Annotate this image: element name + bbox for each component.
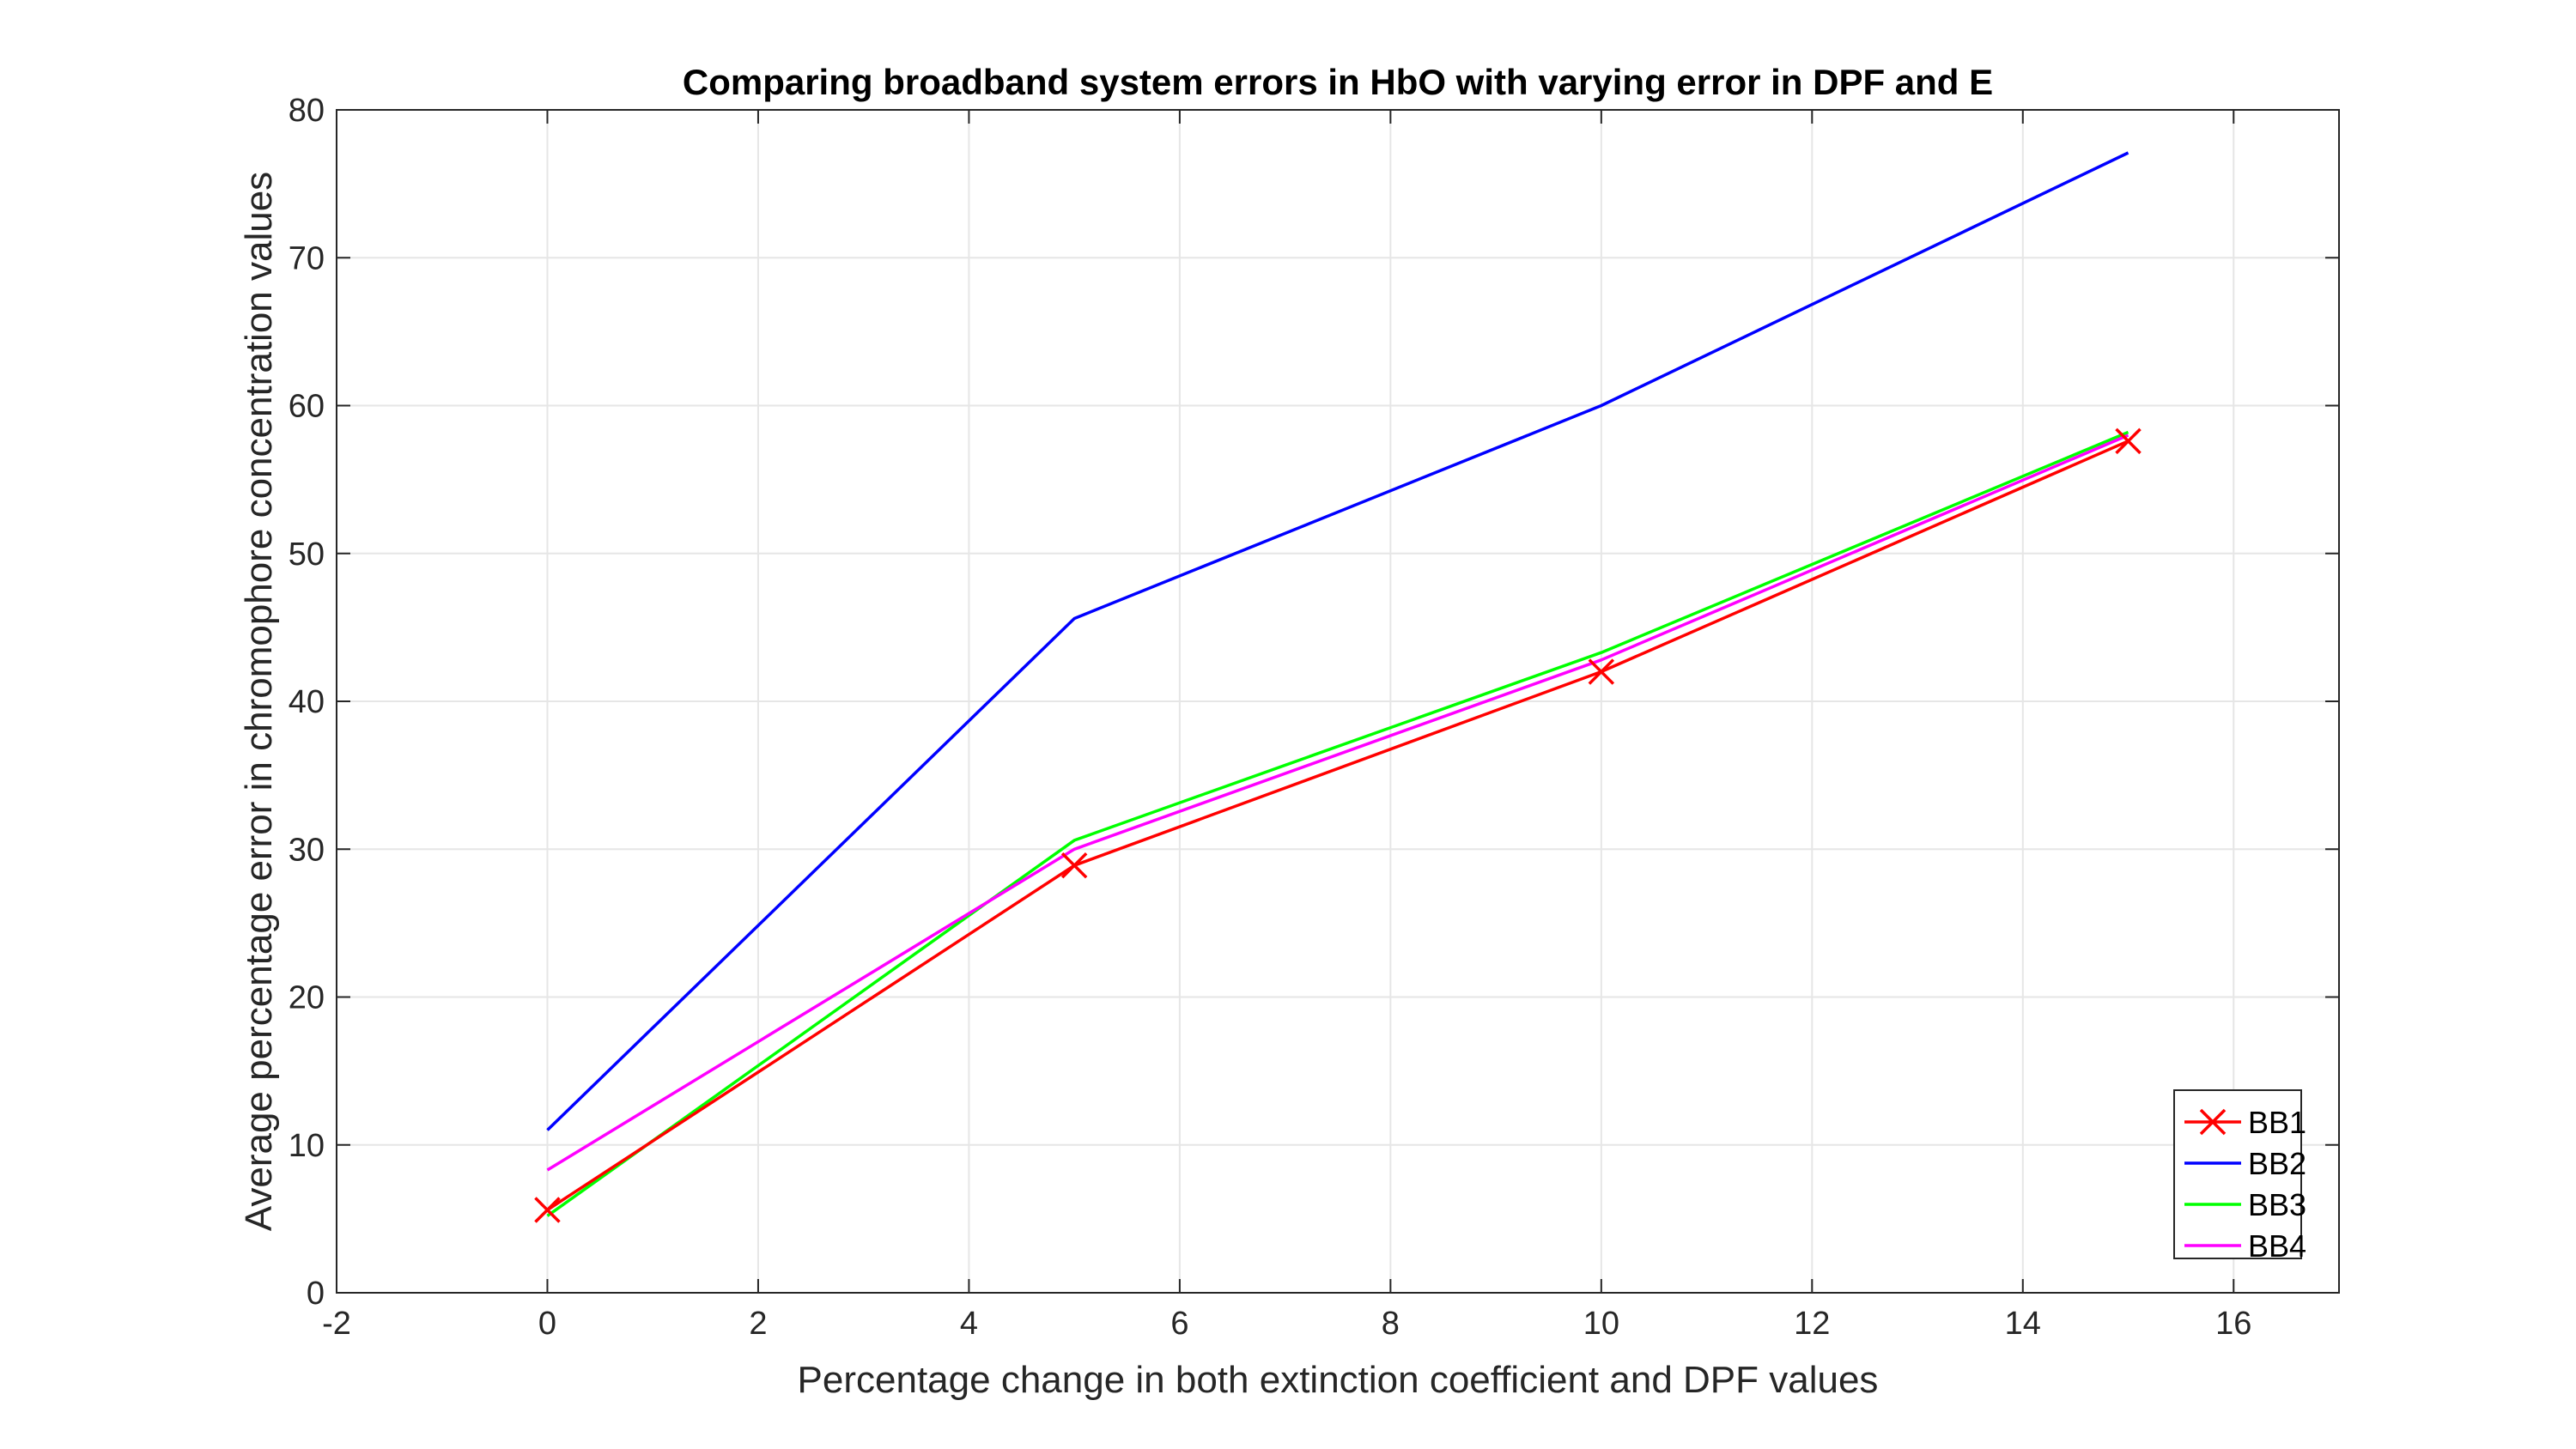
x-tick-label: 6 [1170, 1306, 1188, 1342]
y-tick-label: 20 [289, 980, 325, 1016]
data-point-bb1 [1588, 658, 1615, 685]
legend-label-bb1: BB1 [2248, 1105, 2306, 1140]
legend-label-bb4: BB4 [2248, 1228, 2306, 1264]
chart-title: Comparing broadband system errors in HbO… [683, 62, 1993, 102]
x-tick-label: 14 [2005, 1306, 2041, 1342]
y-tick-label: 40 [289, 684, 325, 720]
y-tick-label: 50 [289, 537, 325, 573]
legend-label-bb3: BB3 [2248, 1187, 2306, 1222]
y-tick-label: 80 [289, 93, 325, 129]
data-point-bb1 [1060, 852, 1088, 879]
legend: BB1 BB2 BB3 BB4 [2173, 1089, 2306, 1264]
x-tick-label: 2 [749, 1306, 767, 1342]
y-tick-label: 0 [307, 1276, 325, 1312]
x-tick-label: 4 [960, 1306, 978, 1342]
series-line-bb3 [546, 430, 2129, 1217]
data-point-bb1 [534, 1197, 561, 1223]
series-line-bb2 [546, 151, 2129, 1131]
x-axis-label: Percentage change in both extinction coe… [798, 1359, 1879, 1401]
x-tick-label: 12 [1794, 1306, 1830, 1342]
x-tick-label: -2 [322, 1306, 351, 1342]
series-line-bb1 [546, 440, 2129, 1211]
x-tick-label: 0 [538, 1306, 556, 1342]
y-tick-label: 70 [289, 240, 325, 276]
y-tick-label: 30 [289, 832, 325, 868]
series-line-bb4 [546, 433, 2129, 1172]
legend-entries: BB1 BB2 BB3 BB4 [2184, 1105, 2306, 1264]
x-tick-label: 16 [2215, 1306, 2251, 1342]
legend-marker-bb1 [2199, 1108, 2227, 1136]
data-point-bb1 [2115, 427, 2142, 455]
y-axis-label: Average percentage error in chromophore … [238, 172, 280, 1231]
x-tick-label: 10 [1583, 1306, 1619, 1342]
legend-box [2173, 1089, 2302, 1259]
legend-label-bb2: BB2 [2248, 1146, 2306, 1181]
y-tick-label: 10 [289, 1128, 325, 1164]
x-tick-label: 8 [1382, 1306, 1400, 1342]
series-lines [534, 151, 2142, 1223]
y-tick-label: 60 [289, 389, 325, 425]
